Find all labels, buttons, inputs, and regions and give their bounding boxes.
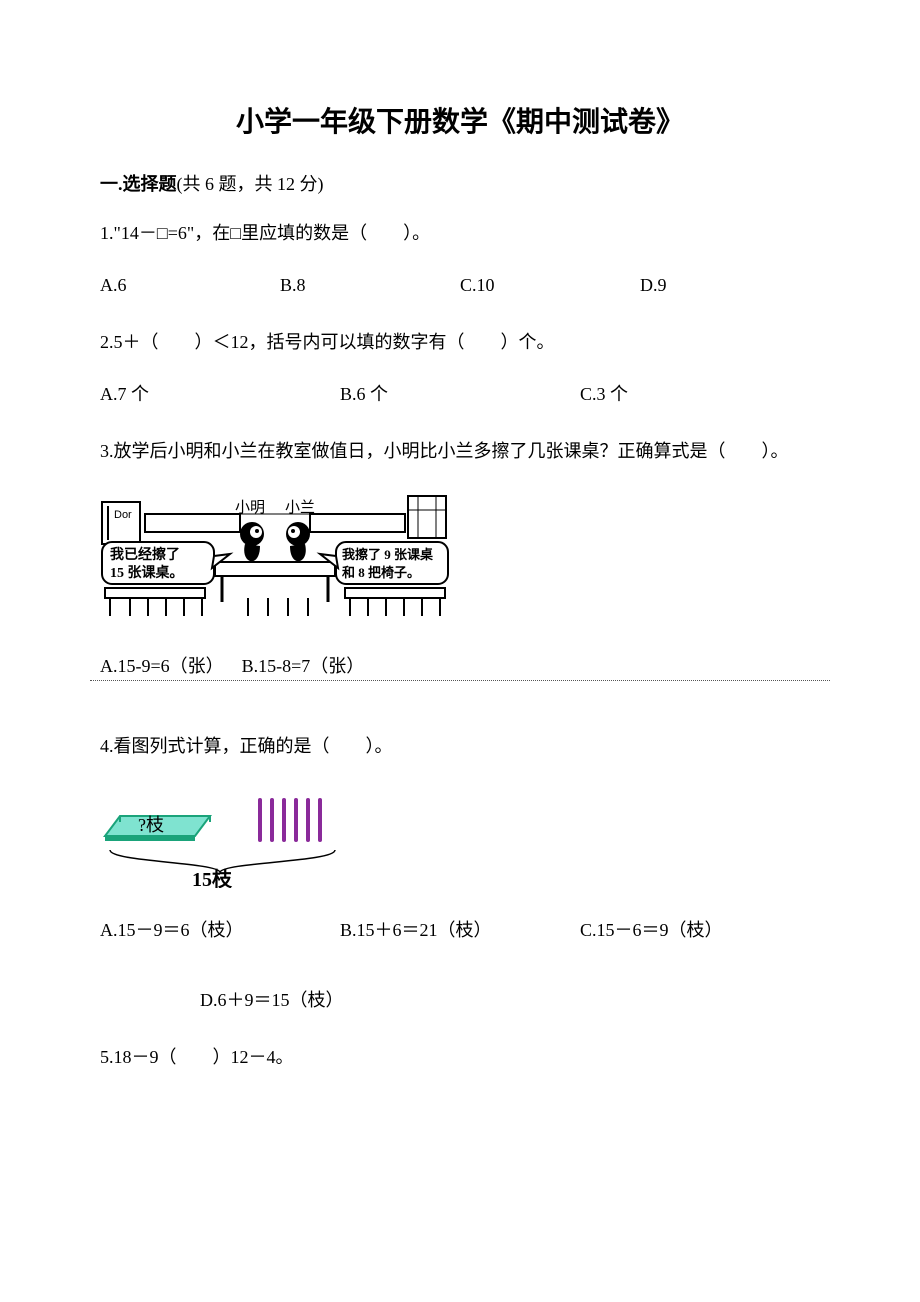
q1-opt-a: A.6 [100, 266, 280, 306]
q1-text: 1."14－□=6"，在□里应填的数是（ ）。 [100, 214, 820, 254]
section-1-header: 一.选择题(共 6 题，共 12 分) [100, 170, 820, 196]
q4-opt-b: B.15＋6＝21（枝） [340, 911, 580, 951]
kid-right [286, 522, 310, 561]
q4-opt-c: C.15－6＝9（枝） [580, 911, 820, 951]
q1-opt-c: C.10 [460, 266, 640, 306]
q2-text: 2.5＋（ ）＜12，括号内可以填的数字有（ ）个。 [100, 323, 820, 363]
q4-text: 4.看图列式计算，正确的是（ ）。 [100, 727, 820, 767]
svg-text:我擦了 9 张课桌: 我擦了 9 张课桌 [342, 547, 434, 562]
q5-text: 5.18－9（ ）12－4。 [100, 1038, 820, 1078]
q3-figure: Dor 小明 小兰 [100, 484, 450, 629]
q3-bubble-left: 我已经擦了 15 张课桌。 [102, 542, 230, 584]
q2-opt-c: C.3 个 [580, 375, 820, 415]
svg-text:和 8 把椅子。: 和 8 把椅子。 [342, 565, 420, 580]
section-1-meta: (共 6 题，共 12 分) [177, 174, 324, 194]
q4-figure: ?枝 15枝 [100, 778, 360, 893]
door-label: Dor [114, 509, 132, 521]
q2-options: A.7 个 B.6 个 C.3 个 [100, 375, 820, 415]
q4-options: A.15－9＝6（枝） B.15＋6＝21（枝） C.15－6＝9（枝） D.6… [100, 911, 820, 1020]
q3-text: 3.放学后小明和小兰在教室做值日，小明比小兰多擦了几张课桌？正确算式是（ ）。 [100, 432, 820, 472]
q4-box-label: ?枝 [138, 815, 164, 835]
q3-opt-b: B.15-8=7（张） [242, 656, 365, 676]
q1-opt-b: B.8 [280, 266, 460, 306]
q1-options: A.6 B.8 C.10 D.9 [100, 266, 820, 306]
svg-text:我已经擦了: 我已经擦了 [110, 546, 180, 563]
svg-text:15 张课桌。: 15 张课桌。 [110, 564, 184, 581]
q2-opt-a: A.7 个 [100, 375, 340, 415]
page-content: 小学一年级下册数学《期中测试卷》 一.选择题(共 6 题，共 12 分) 1."… [0, 0, 920, 1150]
q3-options: A.15-9=6（张） B.15-8=7（张） [100, 647, 820, 687]
q4-box: ?枝 [105, 815, 210, 841]
q4-total-label: 15枝 [192, 867, 233, 888]
q3-bubble-right: 我擦了 9 张课桌 和 8 把椅子。 [320, 542, 448, 584]
kid-left [240, 522, 264, 561]
exam-title: 小学一年级下册数学《期中测试卷》 [100, 100, 820, 140]
dotted-divider [90, 680, 830, 681]
q3-name-left: 小明 [235, 499, 265, 516]
q3-opt-a: A.15-9=6（张） [100, 656, 224, 676]
q4-opt-a: A.15－9＝6（枝） [100, 911, 340, 951]
q4-illustration: ?枝 15枝 [100, 778, 360, 888]
q4-opt-d: D.6＋9＝15（枝） [200, 990, 344, 1010]
q3-illustration: Dor 小明 小兰 [100, 484, 450, 624]
q3-name-right: 小兰 [285, 499, 315, 516]
section-1-label: 一.选择题 [100, 174, 177, 194]
q1-opt-d: D.9 [640, 266, 820, 306]
q4-sticks [260, 800, 320, 840]
q2-opt-b: B.6 个 [340, 375, 580, 415]
